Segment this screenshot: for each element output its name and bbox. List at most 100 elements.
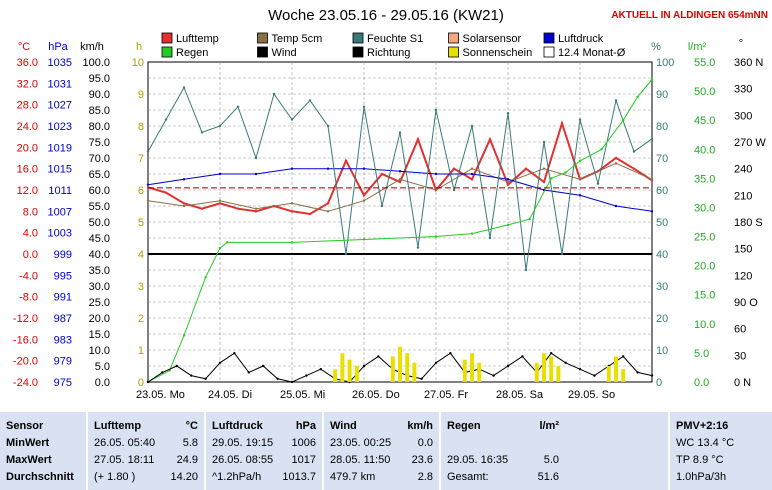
series-wind-point [521,355,524,358]
temp-axis-tick: 36.0 [17,57,38,69]
series-feuchte-s1-point [632,150,636,153]
wind-axis-tick: 40.0 [89,249,110,261]
sun-axis-tick: 7 [138,153,144,165]
series-feuchte-s1-point [524,268,528,272]
direction-axis-tick: 120 [734,270,752,282]
wind-axis-tick: 25.0 [89,297,110,309]
series-feuchte-s1-point [470,124,474,128]
series-feuchte-s1-point [578,118,582,121]
series-wind-point [434,361,438,364]
humidity-axis-tick: 80 [656,121,668,133]
series-temp-5cm-point [362,199,366,202]
series-lufttemp-point [380,172,384,176]
series-feuchte-s1-point [542,140,546,144]
series-luftdruck-point [578,194,582,197]
label-max: MaxWert [6,454,52,466]
series-lufttemp-point [236,207,240,210]
series-feuchte-s1-point [650,137,654,140]
legend-swatch-2 [352,32,364,44]
series-luftdruck-point [182,178,186,181]
col-pmv: PMV+2:16 WC 13.4 °C TP 8.9 °C 1.0hPa/3h [670,412,772,490]
col-luftdruck-unit: hPa [295,420,316,432]
press-axis-tick: 1035 [48,57,72,69]
series-lufttemp-point [326,202,330,205]
series-wind-point [233,352,236,355]
series-sonnenschein-bar [477,362,482,382]
col-regen-head: Regen [447,420,481,432]
col-sensor-head: Sensor [6,420,44,432]
series-temp-5cm-point [650,178,654,181]
series-regen-point [226,241,229,244]
series-temp-5cm-point [182,204,186,208]
cell-wind-max: 23.6 [411,454,433,466]
weather-chart: Woche 23.05.16 - 29.05.16 (KW21) AKTUELL… [13,7,768,401]
series-feuchte-s1-point [452,188,456,192]
legend-swatch-4 [543,32,555,44]
series-regen-point [506,223,510,227]
series-temp-5cm-point [326,210,330,213]
col-luftdruck-head: Luftdruck [212,420,263,432]
press-axis-tick: 999 [54,249,72,261]
series-luftdruck-point [254,172,258,176]
press-axis-tick: 983 [54,334,72,346]
legend-label-0: Lufttemp [176,33,219,45]
series-feuchte-s1-point [236,105,240,109]
temp-axis-tick: 28.0 [17,100,38,112]
humidity-axis-tick: 60 [656,185,668,197]
cell-wind-avg: 2.8 [417,471,433,483]
cell-temp-max-time: 27.05. 18:11 [94,454,155,466]
series-feuchte-s1-point [200,131,204,134]
series-sonnenschein-bar [405,353,410,382]
series-sonnenschein-bar [470,353,474,382]
legend-label-3: Solarsensor [463,33,522,45]
series-wind-point [506,364,510,368]
cell-windchill: WC 13.4 °C [676,437,735,449]
wind-axis-tick: 10.0 [89,345,110,357]
cell-dewpoint: TP 8.9 °C [676,454,724,466]
series-sonnenschein-bar [347,359,352,382]
legend-label-2: Feuchte S1 [367,33,423,45]
series-sonnenschein-bar [621,369,626,382]
col-wind: Wind km/h 23.05. 00:25 0.0 28.05. 11:50 23.… [324,412,441,490]
unit-h: h [136,41,142,53]
series-luftdruck-point [146,183,150,186]
series-sonnenschein-bar [534,362,539,382]
direction-axis-tick: 150 [734,244,752,256]
temp-axis-tick: 8.0 [23,206,38,218]
press-axis-tick: 1007 [48,206,72,218]
series-wind-point [204,377,207,380]
series-regen-point [182,334,186,337]
series-feuchte-s1-point [398,131,402,134]
series-regen-point [550,177,553,180]
unit-lm2: l/m² [688,41,707,53]
cell-press-min: 1006 [291,437,316,449]
series-lufttemp-point [614,156,618,160]
col-lufttemp-unit: °C [185,420,198,432]
cell-rain-max: 5.0 [543,454,559,466]
cell-rain-total: 51.6 [537,471,559,483]
series-wind-point [290,380,294,384]
series-feuchte-s1-point [272,92,276,96]
series-lufttemp-point [452,167,456,170]
legend-label-5: Regen [176,47,208,59]
wind-axis-tick: 85.0 [89,105,110,117]
cell-temp-avg: 14.20 [170,471,198,483]
col-lufttemp-head: Lufttemp [94,420,142,432]
press-axis-tick: 1015 [48,164,72,176]
legend-label-7: Richtung [367,47,410,59]
series-feuchte-s1-point [380,204,384,208]
series-wind-point [564,361,567,364]
series-lufttemp-point [308,212,312,216]
cell-rain-row1-label [447,435,559,452]
temp-axis-tick: 20.0 [17,142,38,154]
wind-axis-tick: 100.0 [82,57,110,69]
series-wind-point [276,377,279,380]
rain-axis-tick: 40.0 [694,144,715,156]
series-feuchte-s1-point [344,252,348,256]
humidity-axis-tick: 70 [656,153,668,165]
series-regen-point [564,171,567,174]
legend-label-6: Wind [272,47,297,59]
humidity-axis-tick: 90 [656,89,668,101]
sun-axis-tick: 4 [138,249,144,261]
wind-axis-tick: 60.0 [89,185,110,197]
